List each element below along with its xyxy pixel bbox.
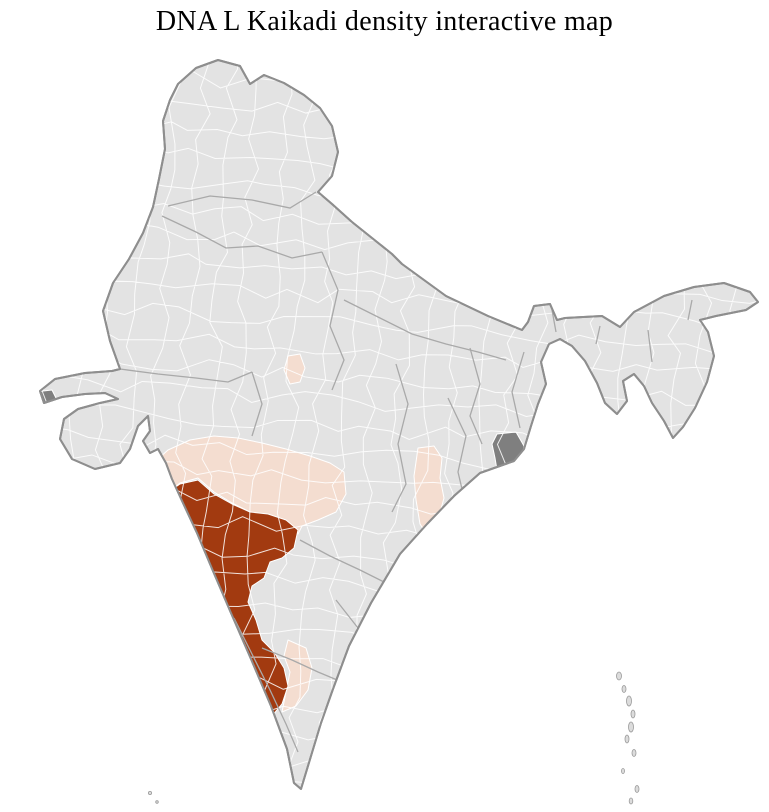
lakshadweep-islands[interactable] [147, 791, 159, 804]
low-density-regions [147, 353, 445, 713]
india-landmass[interactable] [39, 59, 759, 790]
no-data-region-east[interactable] [491, 431, 525, 489]
low-density-region-southeast[interactable] [281, 639, 313, 713]
low-density-region-north-district[interactable] [283, 353, 306, 385]
page-title: DNA L Kaikadi density interactive map [155, 6, 614, 37]
india-outline [39, 59, 759, 790]
andaman-nicobar-islands[interactable] [616, 671, 640, 805]
